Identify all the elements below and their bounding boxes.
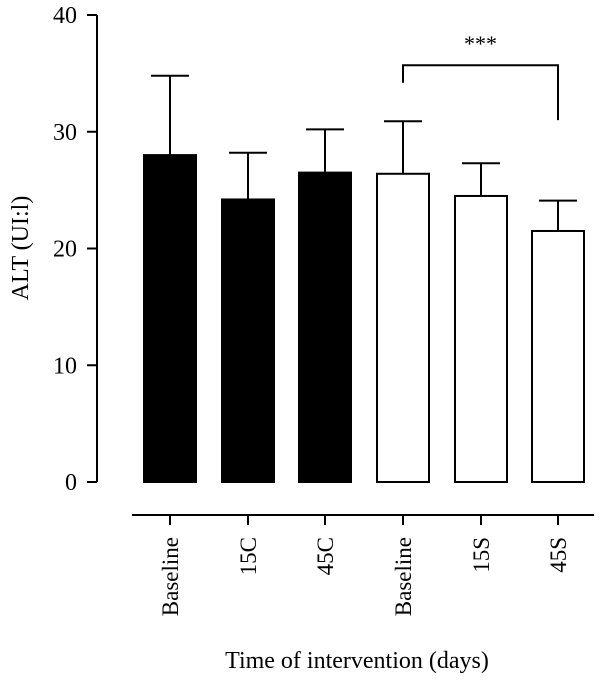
y-axis-title: ALT (UI:l) — [8, 196, 34, 301]
x-tick-label: 15S — [469, 537, 494, 573]
bar — [298, 171, 352, 484]
x-axis: Baseline 15C 45C Baseline 15S 45S — [132, 514, 594, 616]
bars — [143, 154, 585, 484]
y-tick-label: 0 — [65, 470, 77, 496]
x-tick-label: 45C — [313, 537, 338, 575]
bar — [376, 172, 430, 483]
significance-line — [402, 64, 559, 121]
x-tick-label: 45S — [546, 537, 571, 573]
y-axis: 0 10 20 30 40 — [53, 3, 98, 496]
error-bars — [151, 74, 577, 231]
x-axis-title: Time of intervention (days) — [225, 648, 489, 674]
x-tick-label: 15C — [236, 537, 261, 575]
bar — [143, 154, 197, 483]
y-tick-label: 40 — [53, 3, 77, 29]
significance-bracket: *** — [402, 31, 559, 121]
significance-label: *** — [464, 31, 497, 56]
bar — [531, 229, 585, 483]
x-tick-label: Baseline — [158, 537, 183, 616]
y-tick-label: 10 — [53, 353, 77, 379]
bar — [454, 194, 508, 483]
y-tick-label: 20 — [53, 237, 77, 263]
bar — [221, 198, 275, 483]
y-tick-label: 30 — [53, 120, 77, 146]
x-tick-label: Baseline — [391, 537, 416, 616]
